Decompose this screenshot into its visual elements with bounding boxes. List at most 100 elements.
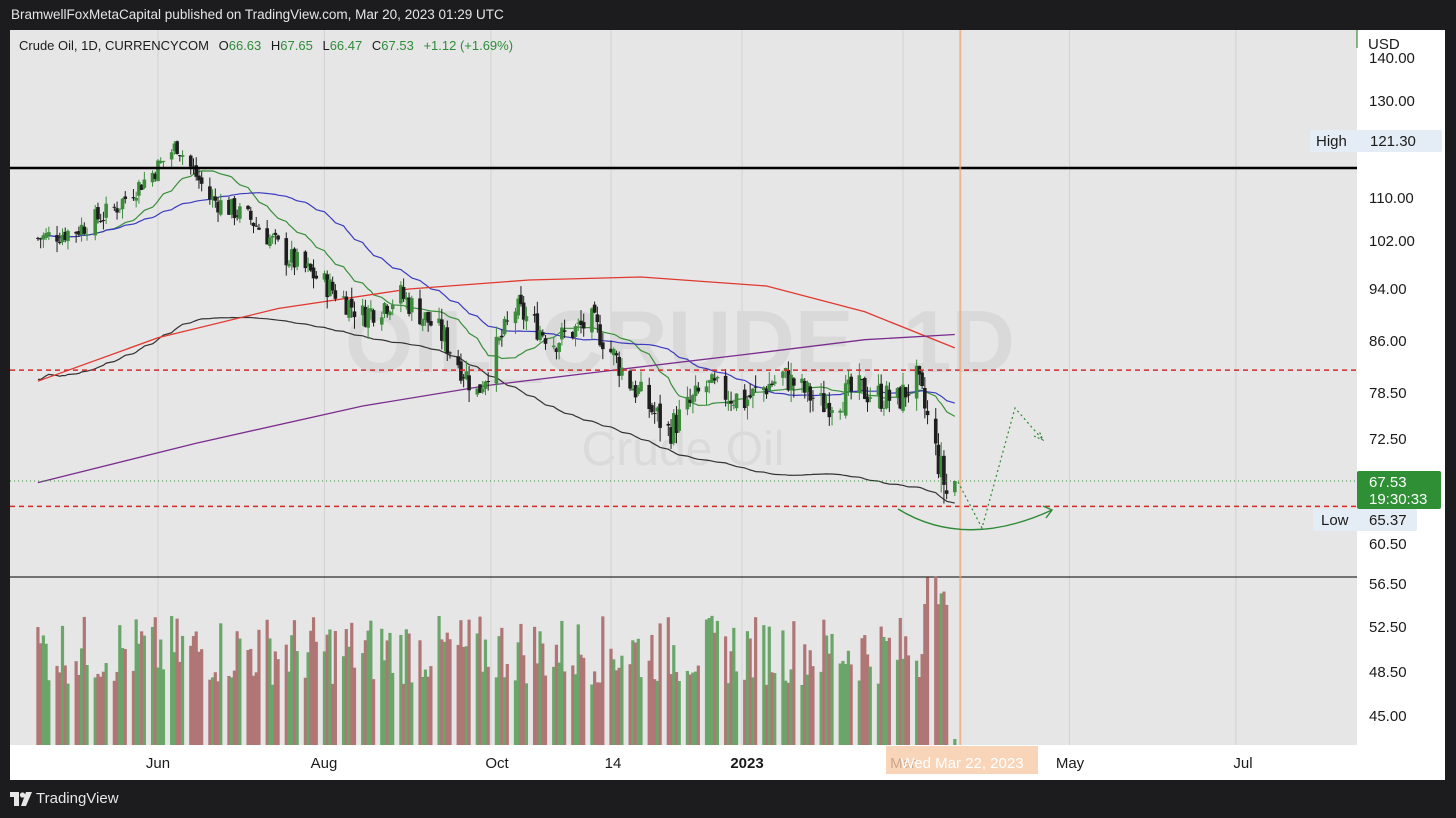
candle-up	[497, 337, 501, 341]
high-value: 67.65	[280, 38, 313, 53]
candle-down	[461, 376, 466, 379]
volume-bar	[208, 679, 212, 745]
volume-bar	[464, 646, 468, 745]
candle-up	[409, 298, 414, 313]
candle-down	[363, 306, 368, 327]
candle-down	[827, 402, 832, 418]
volume-bar	[382, 660, 387, 745]
candle-down	[609, 348, 613, 353]
high-badge-bg	[1310, 130, 1442, 152]
volume-bar	[380, 628, 384, 745]
volume-bar	[120, 648, 125, 745]
candle-down	[554, 348, 559, 353]
volume-bar	[524, 683, 529, 745]
candle-up	[180, 155, 185, 157]
volume-bar	[576, 624, 580, 745]
volume-bar	[418, 640, 422, 745]
candle-up	[104, 203, 108, 218]
tradingview-icon	[10, 792, 32, 807]
candle-down	[614, 353, 619, 356]
volume-bar	[639, 677, 643, 745]
volume-bar	[172, 652, 176, 745]
high-value: 121.30	[1370, 133, 1416, 150]
candle-up	[169, 152, 174, 160]
candle-down	[131, 197, 136, 199]
low-label: Low	[1321, 512, 1349, 529]
volume-bar	[189, 645, 193, 745]
volume-bar	[350, 622, 354, 745]
candle-down	[459, 361, 463, 381]
candle-down	[666, 423, 671, 426]
volume-bar	[811, 666, 815, 745]
volume-bar	[153, 617, 157, 745]
volume-bar	[494, 677, 498, 745]
tradingview-logo[interactable]: TradingView	[10, 780, 119, 818]
candle-down	[213, 196, 218, 201]
candle-down	[153, 173, 158, 179]
candle-up	[238, 206, 242, 219]
candle-up	[805, 382, 810, 392]
candle-up	[404, 297, 409, 300]
candle-up	[382, 303, 387, 314]
volume-bar	[232, 670, 237, 745]
candle-down	[903, 387, 908, 398]
volume-bar	[882, 636, 886, 745]
candle-up	[156, 160, 160, 182]
volume-bar	[58, 672, 62, 745]
candle-up	[524, 316, 529, 322]
candle-up	[636, 387, 641, 394]
candle-down	[658, 403, 662, 428]
volume-bar	[142, 635, 146, 745]
volume-bar	[352, 667, 357, 745]
candle-up	[134, 197, 138, 201]
price-tick-label: 60.50	[1369, 536, 1407, 553]
ma-long-line	[37, 333, 955, 484]
candle-down	[898, 387, 903, 409]
volume-bar	[628, 664, 632, 745]
volume-bar	[898, 617, 902, 745]
crosshair-date-label: Wed Mar 22, 2023	[900, 755, 1023, 772]
candle-up	[704, 386, 709, 393]
volume-bar	[786, 682, 790, 745]
volume-bar	[595, 682, 599, 745]
candle-up	[494, 336, 499, 384]
time-tick-label: Jul	[1233, 755, 1252, 772]
volume-bar	[481, 671, 485, 745]
candle-down	[314, 275, 319, 279]
candle-up	[781, 371, 785, 378]
volume-bar	[156, 667, 160, 745]
candle-up	[516, 298, 521, 316]
candle-down	[650, 405, 654, 413]
candle-down	[63, 231, 68, 240]
volume-bar	[123, 649, 127, 745]
volume-bar	[713, 632, 717, 745]
candle-up	[677, 409, 682, 431]
volume-bar	[254, 672, 258, 745]
chart-frame[interactable]: OIL_CRUDE, 1D Crude Oil USD 140.00 130.00 110…	[10, 30, 1445, 780]
volume-bar	[399, 634, 403, 745]
volume-bar	[93, 677, 97, 745]
candle-up	[846, 379, 851, 385]
volume-bar	[391, 672, 395, 745]
candle-up	[388, 311, 392, 316]
candle-down	[742, 389, 747, 409]
volume-bar	[284, 644, 288, 745]
candle-up	[789, 374, 793, 391]
candle-down	[227, 199, 231, 215]
volume-bar	[96, 673, 100, 745]
volume-bar	[582, 657, 586, 745]
price-tick-label: 130.00	[1369, 93, 1415, 110]
candle-up	[399, 285, 403, 304]
candle-up	[328, 279, 332, 297]
volume-bar	[290, 635, 294, 745]
candle-down	[669, 427, 673, 444]
candle-up	[783, 368, 788, 371]
candle-down	[349, 298, 354, 308]
candle-up	[620, 367, 624, 376]
volume-bar	[838, 663, 842, 745]
candle-up	[41, 235, 46, 240]
candle-up	[715, 376, 720, 379]
candle-up	[751, 388, 755, 396]
candle-up	[895, 388, 900, 399]
